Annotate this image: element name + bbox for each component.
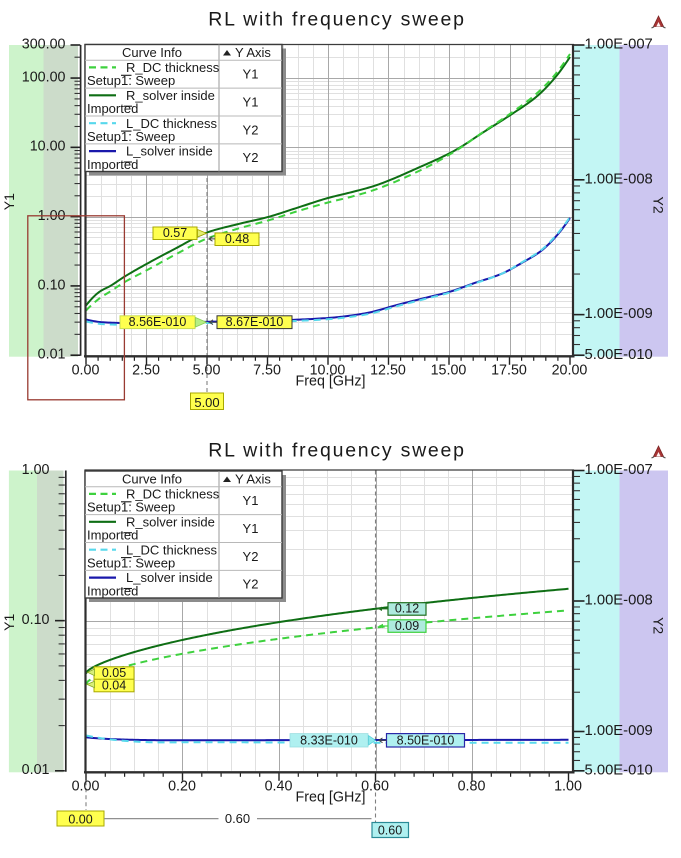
svg-text:0.60: 0.60 [361, 779, 389, 795]
svg-text:Y2: Y2 [243, 577, 259, 592]
svg-text:8.50E-010: 8.50E-010 [397, 733, 455, 747]
svg-text:0.05: 0.05 [102, 666, 126, 680]
svg-text:0.01: 0.01 [38, 347, 66, 363]
svg-text:Setup1: Sweep: Setup1: Sweep [87, 500, 175, 515]
svg-text:10.00: 10.00 [310, 363, 346, 379]
svg-text:0.09: 0.09 [395, 619, 419, 633]
svg-text:0.57: 0.57 [163, 226, 187, 240]
svg-text:Y1: Y1 [243, 521, 259, 536]
svg-text:1.00: 1.00 [22, 462, 50, 478]
svg-text:RL with frequency sweep: RL with frequency sweep [208, 9, 465, 31]
svg-text:Y Axis: Y Axis [235, 45, 271, 60]
svg-text:Curve Info: Curve Info [122, 472, 182, 487]
svg-text:1.00E-009: 1.00E-009 [585, 306, 653, 322]
svg-text:R_DC thickness: R_DC thickness [126, 60, 220, 75]
svg-text:Y1: Y1 [243, 94, 259, 109]
svg-text:Y2: Y2 [243, 150, 259, 165]
svg-text:Setup1: Sweep: Setup1: Sweep [87, 129, 175, 144]
svg-text:15.00: 15.00 [431, 363, 467, 379]
svg-text:R_DC thickness: R_DC thickness [126, 487, 220, 502]
svg-text:Y1: Y1 [243, 493, 259, 508]
svg-text:RL with frequency sweep: RL with frequency sweep [208, 440, 465, 462]
svg-text:1.00E-009: 1.00E-009 [585, 723, 653, 739]
svg-text:L_DC thickness: L_DC thickness [126, 116, 218, 131]
svg-text:0.60: 0.60 [378, 823, 402, 837]
svg-text:Y1: Y1 [1, 613, 17, 630]
svg-text:5.00: 5.00 [193, 363, 221, 379]
svg-text:300.00: 300.00 [22, 36, 66, 52]
svg-text:Y2: Y2 [243, 549, 259, 564]
svg-text:2.50: 2.50 [132, 363, 160, 379]
svg-text:L_DC thickness: L_DC thickness [126, 542, 218, 557]
svg-text:Y1: Y1 [1, 193, 17, 210]
svg-text:Curve Info: Curve Info [122, 45, 182, 60]
svg-text:8.56E-010: 8.56E-010 [129, 315, 187, 329]
svg-text:10.00: 10.00 [30, 139, 66, 155]
svg-text:5.00E-010: 5.00E-010 [585, 347, 653, 363]
svg-text:Setup1: Sweep: Setup1: Sweep [87, 556, 175, 571]
svg-text:R_solver inside: R_solver inside [126, 514, 215, 529]
svg-text:0.12: 0.12 [395, 602, 419, 616]
svg-text:Y2: Y2 [243, 122, 259, 137]
svg-text:L_solver inside: L_solver inside [126, 570, 213, 585]
svg-text:0.00: 0.00 [72, 363, 100, 379]
svg-text:5.00E-010: 5.00E-010 [585, 762, 653, 778]
svg-text:0.60: 0.60 [225, 811, 250, 826]
svg-text:Imported: Imported [87, 528, 138, 543]
svg-text:1.00E-007: 1.00E-007 [585, 462, 653, 478]
svg-text:Freq [GHz]: Freq [GHz] [296, 374, 366, 390]
svg-text:Setup1: Sweep: Setup1: Sweep [87, 73, 175, 88]
svg-text:0.48: 0.48 [225, 232, 249, 246]
svg-text:5.00: 5.00 [194, 395, 219, 410]
svg-text:0.80: 0.80 [458, 779, 486, 795]
svg-text:12.50: 12.50 [370, 363, 406, 379]
svg-text:Imported: Imported [87, 157, 138, 172]
svg-text:8.33E-010: 8.33E-010 [300, 733, 358, 747]
svg-text:0.01: 0.01 [22, 762, 50, 778]
svg-text:1.00E-008: 1.00E-008 [585, 171, 653, 187]
svg-text:0.10: 0.10 [38, 277, 66, 293]
svg-text:0.40: 0.40 [265, 779, 293, 795]
svg-text:Imported: Imported [87, 101, 138, 116]
svg-text:Imported: Imported [87, 583, 138, 598]
svg-text:L_solver inside: L_solver inside [126, 144, 213, 159]
svg-text:0.00: 0.00 [72, 779, 100, 795]
svg-text:Y1: Y1 [243, 67, 259, 82]
svg-text:Freq [GHz]: Freq [GHz] [296, 790, 366, 806]
svg-text:R_solver inside: R_solver inside [126, 88, 215, 103]
svg-text:8.67E-010: 8.67E-010 [226, 315, 284, 329]
svg-text:Y2: Y2 [651, 197, 667, 214]
svg-text:20.00: 20.00 [552, 363, 588, 379]
svg-text:Y2: Y2 [651, 617, 667, 634]
svg-text:Y Axis: Y Axis [235, 472, 271, 487]
svg-text:17.50: 17.50 [491, 363, 527, 379]
svg-text:100.00: 100.00 [22, 69, 66, 85]
svg-text:0.20: 0.20 [168, 779, 196, 795]
svg-text:0.10: 0.10 [22, 612, 50, 628]
svg-text:1.00E-008: 1.00E-008 [585, 593, 653, 609]
svg-text:1.00E-007: 1.00E-007 [585, 37, 653, 53]
svg-text:7.50: 7.50 [253, 363, 281, 379]
svg-text:1.00: 1.00 [554, 779, 582, 795]
svg-text:0.04: 0.04 [102, 678, 126, 692]
svg-text:0.00: 0.00 [68, 813, 92, 827]
